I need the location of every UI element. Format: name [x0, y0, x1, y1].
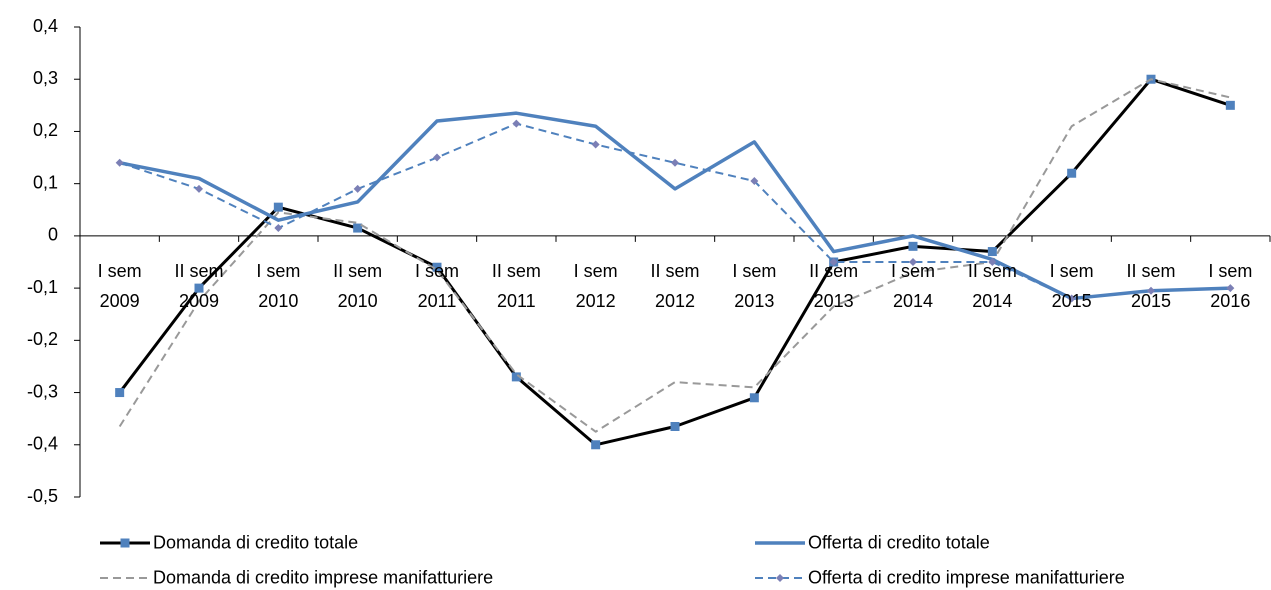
legend-label: Offerta di credito totale: [808, 532, 990, 553]
x-tick-label: II sem 2013: [809, 260, 859, 311]
x-tick-label: I sem 2016: [1208, 260, 1253, 311]
marker: [353, 223, 363, 233]
marker: [1067, 168, 1077, 178]
marker: [511, 372, 521, 382]
marker: [670, 422, 680, 431]
marker: [115, 388, 125, 398]
y-tick-label: -0,1: [27, 277, 58, 297]
marker: [908, 241, 918, 251]
marker: [194, 283, 204, 293]
y-tick-label: -0,5: [27, 486, 58, 506]
y-tick-label: -0,2: [27, 329, 58, 349]
legend-label: Domanda di credito imprese manifatturier…: [153, 567, 494, 588]
x-tick-label: II sem 2011: [491, 260, 541, 311]
x-tick-label: II sem 2012: [650, 260, 700, 311]
legend-label: Domanda di credito totale: [153, 532, 359, 553]
y-tick-label: 0,2: [33, 120, 58, 140]
marker: [829, 258, 838, 266]
legend-label: Offerta di credito imprese manifatturier…: [808, 567, 1125, 588]
series-line: [118, 78, 1231, 433]
marker: [591, 440, 601, 450]
x-tick-label: I sem 2011: [414, 260, 459, 311]
marker: [353, 184, 362, 193]
marker: [988, 258, 997, 266]
x-tick-label: I sem 2010: [256, 260, 301, 311]
marker: [1225, 100, 1235, 110]
y-tick-label: 0,3: [33, 68, 58, 88]
marker: [671, 158, 679, 167]
y-tick-label: 0,4: [33, 16, 58, 36]
marker: [433, 153, 441, 162]
x-tick-label: II sem 2014: [967, 260, 1017, 311]
marker: [432, 262, 442, 272]
marker: [591, 140, 600, 149]
y-tick-label: -0,3: [27, 381, 58, 401]
marker: [512, 119, 521, 128]
x-tick-label: II sem 2009: [174, 260, 224, 311]
marker: [273, 202, 283, 212]
x-tick-label: I sem 2009: [97, 260, 142, 311]
x-tick-label: I sem 2013: [732, 260, 777, 311]
marker: [195, 184, 203, 193]
marker: [987, 247, 997, 257]
marker: [909, 258, 917, 266]
y-tick-label: 0,1: [33, 172, 58, 192]
x-tick-label: II sem 2010: [333, 260, 383, 311]
x-tick-label: I sem 2015: [1049, 260, 1094, 311]
y-tick-label: 0: [48, 225, 58, 245]
legend-marker: [776, 574, 784, 582]
x-tick-label: I sem 2012: [573, 260, 618, 311]
marker: [750, 177, 759, 186]
marker: [115, 158, 124, 167]
series-line: [119, 122, 1231, 300]
marker: [1226, 284, 1235, 293]
legend-marker: [120, 538, 130, 548]
marker: [749, 393, 759, 403]
marker: [1147, 286, 1155, 295]
x-tick-label: II sem 2015: [1126, 260, 1176, 311]
marker: [274, 224, 283, 233]
x-tick-label: I sem 2014: [890, 260, 935, 311]
marker: [1067, 294, 1076, 303]
y-tick-label: -0,4: [27, 434, 58, 454]
